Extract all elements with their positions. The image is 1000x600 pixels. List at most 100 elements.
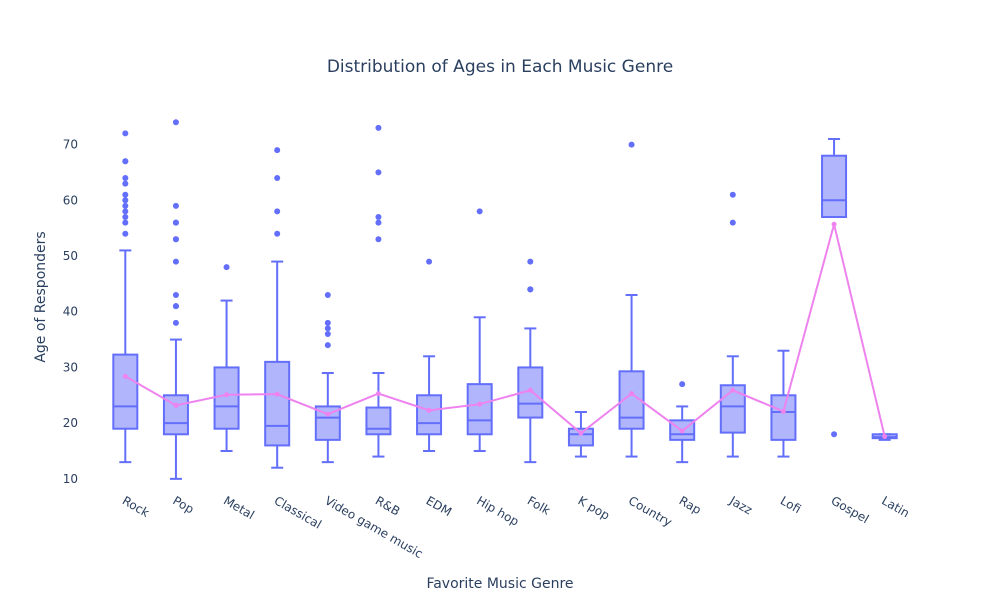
y-tick-label: 10 [63,472,78,486]
outlier-point [324,292,331,298]
y-tick-label: 20 [63,416,78,430]
y-tick-label: 40 [63,305,78,319]
box-r-b[interactable] [365,124,392,458]
outlier-point [324,319,331,326]
box-hip-hop[interactable] [466,208,493,452]
x-tick-label: Rap [677,493,704,517]
iqr-box [770,394,797,441]
outlier-point [375,124,382,131]
outlier-point [274,208,281,215]
x-tick-label: Jazz [726,493,754,517]
y-tick-label: 60 [63,193,78,207]
box-metal[interactable] [213,264,240,452]
outlier-point [527,258,534,265]
outlier-point [172,258,179,265]
y-tick-label: 50 [63,249,78,263]
x-tick-label: R&B [373,493,402,518]
outlier-point [375,219,382,226]
outlier-point [375,214,382,220]
mean-point [173,402,179,408]
mean-point [426,407,432,413]
box-country[interactable] [618,141,645,458]
x-tick-label: Classical [272,493,324,531]
outlier-point [274,147,281,154]
outlier-point [172,202,179,209]
outlier-point [274,175,281,181]
outlier-point [426,258,433,265]
box-jazz[interactable] [719,191,746,458]
outlier-point [527,286,534,293]
iqr-box [264,360,291,447]
outlier-point [122,208,129,215]
x-tick-label: Metal [221,493,257,522]
y-tick-label: 70 [63,138,78,152]
mean-point [679,428,685,434]
mean-point [477,401,483,407]
iqr-box [567,427,594,447]
mean-point [629,391,635,397]
outlier-point [122,197,129,204]
mean-point [831,221,837,227]
box-rock[interactable] [112,130,139,464]
outlier-point [122,230,129,237]
y-axis-title: Age of Responders [33,231,49,362]
outlier-point [324,342,331,349]
outlier-point [122,214,129,220]
outlier-point [324,331,331,337]
box-edm[interactable] [416,258,443,452]
x-tick-label: Hip hop [474,493,521,528]
mean-point [527,387,533,393]
outlier-point [274,230,281,237]
outlier-point [122,219,129,226]
mean-series [122,221,888,440]
x-axis-title: Favorite Music Genre [426,576,573,592]
box-video-game-music[interactable] [314,292,341,464]
iqr-box [821,154,848,218]
mean-line [124,223,886,437]
outlier-point [628,141,635,148]
outlier-point [122,180,129,187]
box-k-pop[interactable] [567,411,594,458]
y-tick-label: 30 [63,360,78,374]
outlier-point [172,303,179,310]
outlier-point [729,191,736,198]
iqr-box [112,353,139,430]
x-tick-label: Folk [525,493,553,517]
outlier-point [122,175,129,181]
box-series [112,119,898,480]
iqr-box [213,366,240,430]
outlier-point [476,208,483,215]
outlier-point [223,264,230,271]
iqr-box [162,394,189,436]
box-gospel[interactable] [821,138,848,438]
outlier-point [375,169,382,176]
x-tick-label: Pop [170,493,196,516]
outlier-point [122,130,129,137]
outlier-point [122,202,129,209]
iqr-box [416,394,443,436]
x-tick-label: Country [626,493,674,529]
outlier-point [324,325,331,332]
outlier-point [729,219,736,226]
iqr-box [466,383,493,436]
box-classical[interactable] [264,147,291,469]
y-axis-ticks: 10 20 30 40 50 60 70 [63,138,78,486]
box-lofi[interactable] [770,349,797,458]
box-folk[interactable] [517,258,544,464]
outlier-point [172,119,179,126]
x-tick-label: Gospel [829,493,872,526]
box-pop[interactable] [162,119,189,480]
x-tick-label: K pop [575,493,612,522]
outlier-point [172,319,179,326]
mean-point [122,373,128,379]
outlier-point [172,219,179,226]
mean-point [882,434,888,440]
box-rap[interactable] [669,381,696,464]
chart-title: Distribution of Ages in Each Music Genre [327,57,673,77]
mean-point [375,391,381,397]
x-tick-label: Rock [120,493,152,519]
mean-point [224,392,230,398]
mean-point [578,430,584,436]
x-tick-label: EDM [424,493,455,519]
